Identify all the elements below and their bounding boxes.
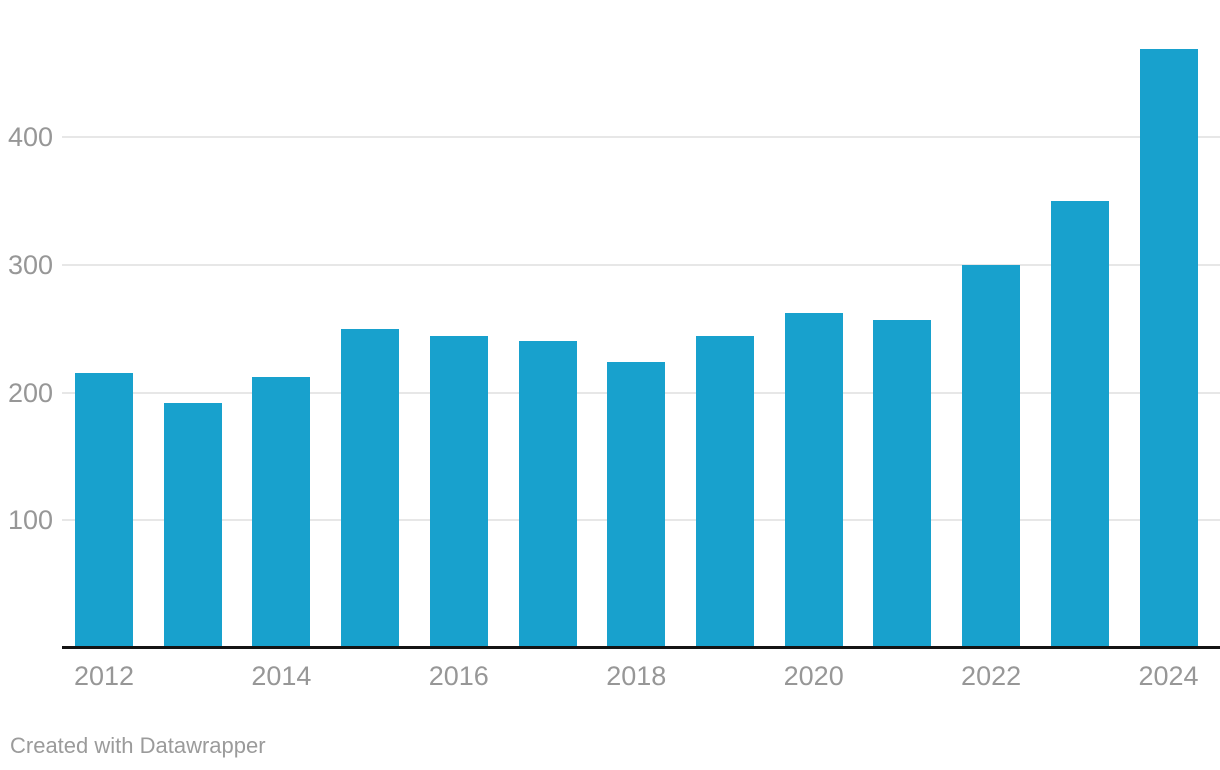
y-gridline-400 [62,136,1220,138]
bar-2015[interactable] [341,328,400,648]
y-tick-label-300: 300 [7,249,53,280]
bar-2014[interactable] [252,377,311,648]
bar-2024[interactable] [1139,48,1198,648]
bar-2020[interactable] [784,313,843,648]
bar-2018[interactable] [607,361,666,648]
bar-2023[interactable] [1050,200,1109,648]
y-tick-label-400: 400 [7,122,53,152]
bar-2022[interactable] [962,264,1021,649]
x-axis-line [62,645,1220,649]
y-tick-label-100: 100 [7,505,53,536]
bar-2012[interactable] [75,373,133,648]
x-tick-label-2012: 2012 [73,661,135,691]
x-tick-label-2022: 2022 [961,661,1022,691]
attribution-text: Created with Datawrapper [10,733,266,758]
bar-2016[interactable] [429,336,488,648]
x-tick-label-2024: 2024 [1138,661,1199,691]
x-tick-label-2018: 2018 [606,661,667,691]
bar-2013[interactable] [163,402,222,648]
bar-2021[interactable] [873,319,932,648]
bar-2019[interactable] [696,336,754,648]
x-tick-label-2020: 2020 [783,661,844,691]
y-gridline-300 [62,263,1220,266]
bar-2017[interactable] [518,341,577,648]
x-tick-label-2016: 2016 [428,661,489,691]
x-tick-label-2014: 2014 [251,661,312,691]
y-tick-label-200: 200 [7,377,53,408]
